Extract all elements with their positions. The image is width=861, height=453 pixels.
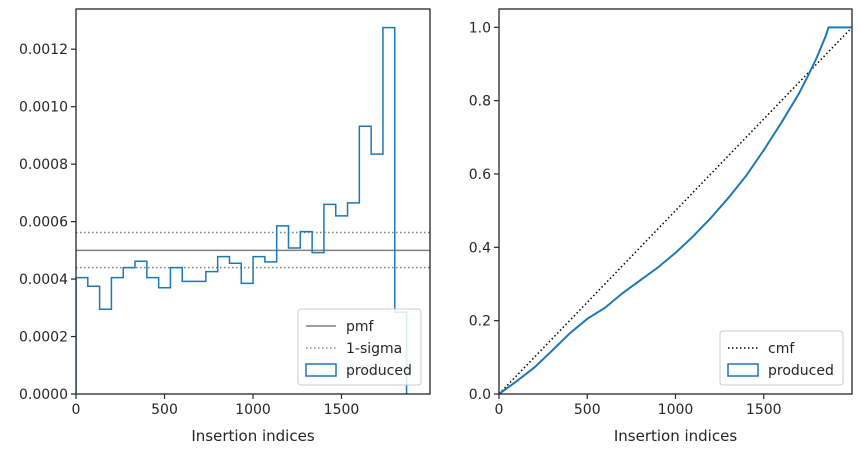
legend-label: produced bbox=[768, 363, 834, 379]
x-tick-label: 1000 bbox=[658, 402, 694, 418]
legend-handle-produced bbox=[305, 363, 337, 377]
legend-label: pmf bbox=[346, 319, 375, 335]
y-tick-label: 0.2 bbox=[469, 314, 491, 330]
legend-handle-produced bbox=[727, 363, 759, 377]
y-tick-label: 0.0002 bbox=[19, 330, 68, 346]
y-tick-label: 0.0008 bbox=[19, 157, 68, 173]
legend-box bbox=[297, 308, 422, 386]
x-tick-label: 0 bbox=[495, 402, 504, 418]
legend-label: produced bbox=[346, 363, 412, 379]
x-tick-label: 0 bbox=[72, 402, 81, 418]
legend-label: 1-sigma bbox=[346, 341, 402, 357]
x-tick-label: 1500 bbox=[324, 402, 360, 418]
produced-histogram-step bbox=[76, 26, 408, 394]
legend: pmf 1-sigma produced bbox=[297, 308, 422, 386]
series-group bbox=[76, 26, 430, 394]
series-group bbox=[499, 26, 852, 394]
cmf-line bbox=[499, 26, 852, 394]
left-panel-pmf-histogram: 0 500 1000 1500 0.0000 0.0002 0.0004 0.0006 0.00… bbox=[19, 8, 431, 445]
y-tick-label: 0.0012 bbox=[19, 42, 68, 58]
produced-line bbox=[499, 26, 852, 394]
legend-box bbox=[719, 330, 844, 386]
y-tick-label: 0.4 bbox=[469, 240, 491, 256]
x-tick-label: 500 bbox=[151, 402, 178, 418]
y-tick-label: 0.0010 bbox=[19, 100, 68, 116]
y-tick-label: 0.0 bbox=[469, 387, 491, 403]
y-tick-label: 0.6 bbox=[469, 167, 491, 183]
y-tick-label: 0.8 bbox=[469, 94, 491, 110]
legend: cmf produced bbox=[719, 330, 844, 386]
x-axis-label: Insertion indices bbox=[614, 427, 737, 445]
legend-label: cmf bbox=[768, 341, 795, 357]
y-tick-label: 0.0000 bbox=[19, 387, 68, 403]
x-tick-label: 1500 bbox=[746, 402, 782, 418]
y-tick-label: 0.0004 bbox=[19, 272, 68, 288]
x-axis-label: Insertion indices bbox=[191, 427, 314, 445]
y-tick-label: 0.0006 bbox=[19, 215, 68, 231]
x-tick-label: 1000 bbox=[235, 402, 271, 418]
y-tick-label: 1.0 bbox=[469, 20, 491, 36]
x-tick-label: 500 bbox=[574, 402, 601, 418]
right-panel-cmf-line: 0 500 1000 1500 0.0 0.2 0.4 0.6 0.8 1.0 Insertion … bbox=[469, 8, 853, 445]
